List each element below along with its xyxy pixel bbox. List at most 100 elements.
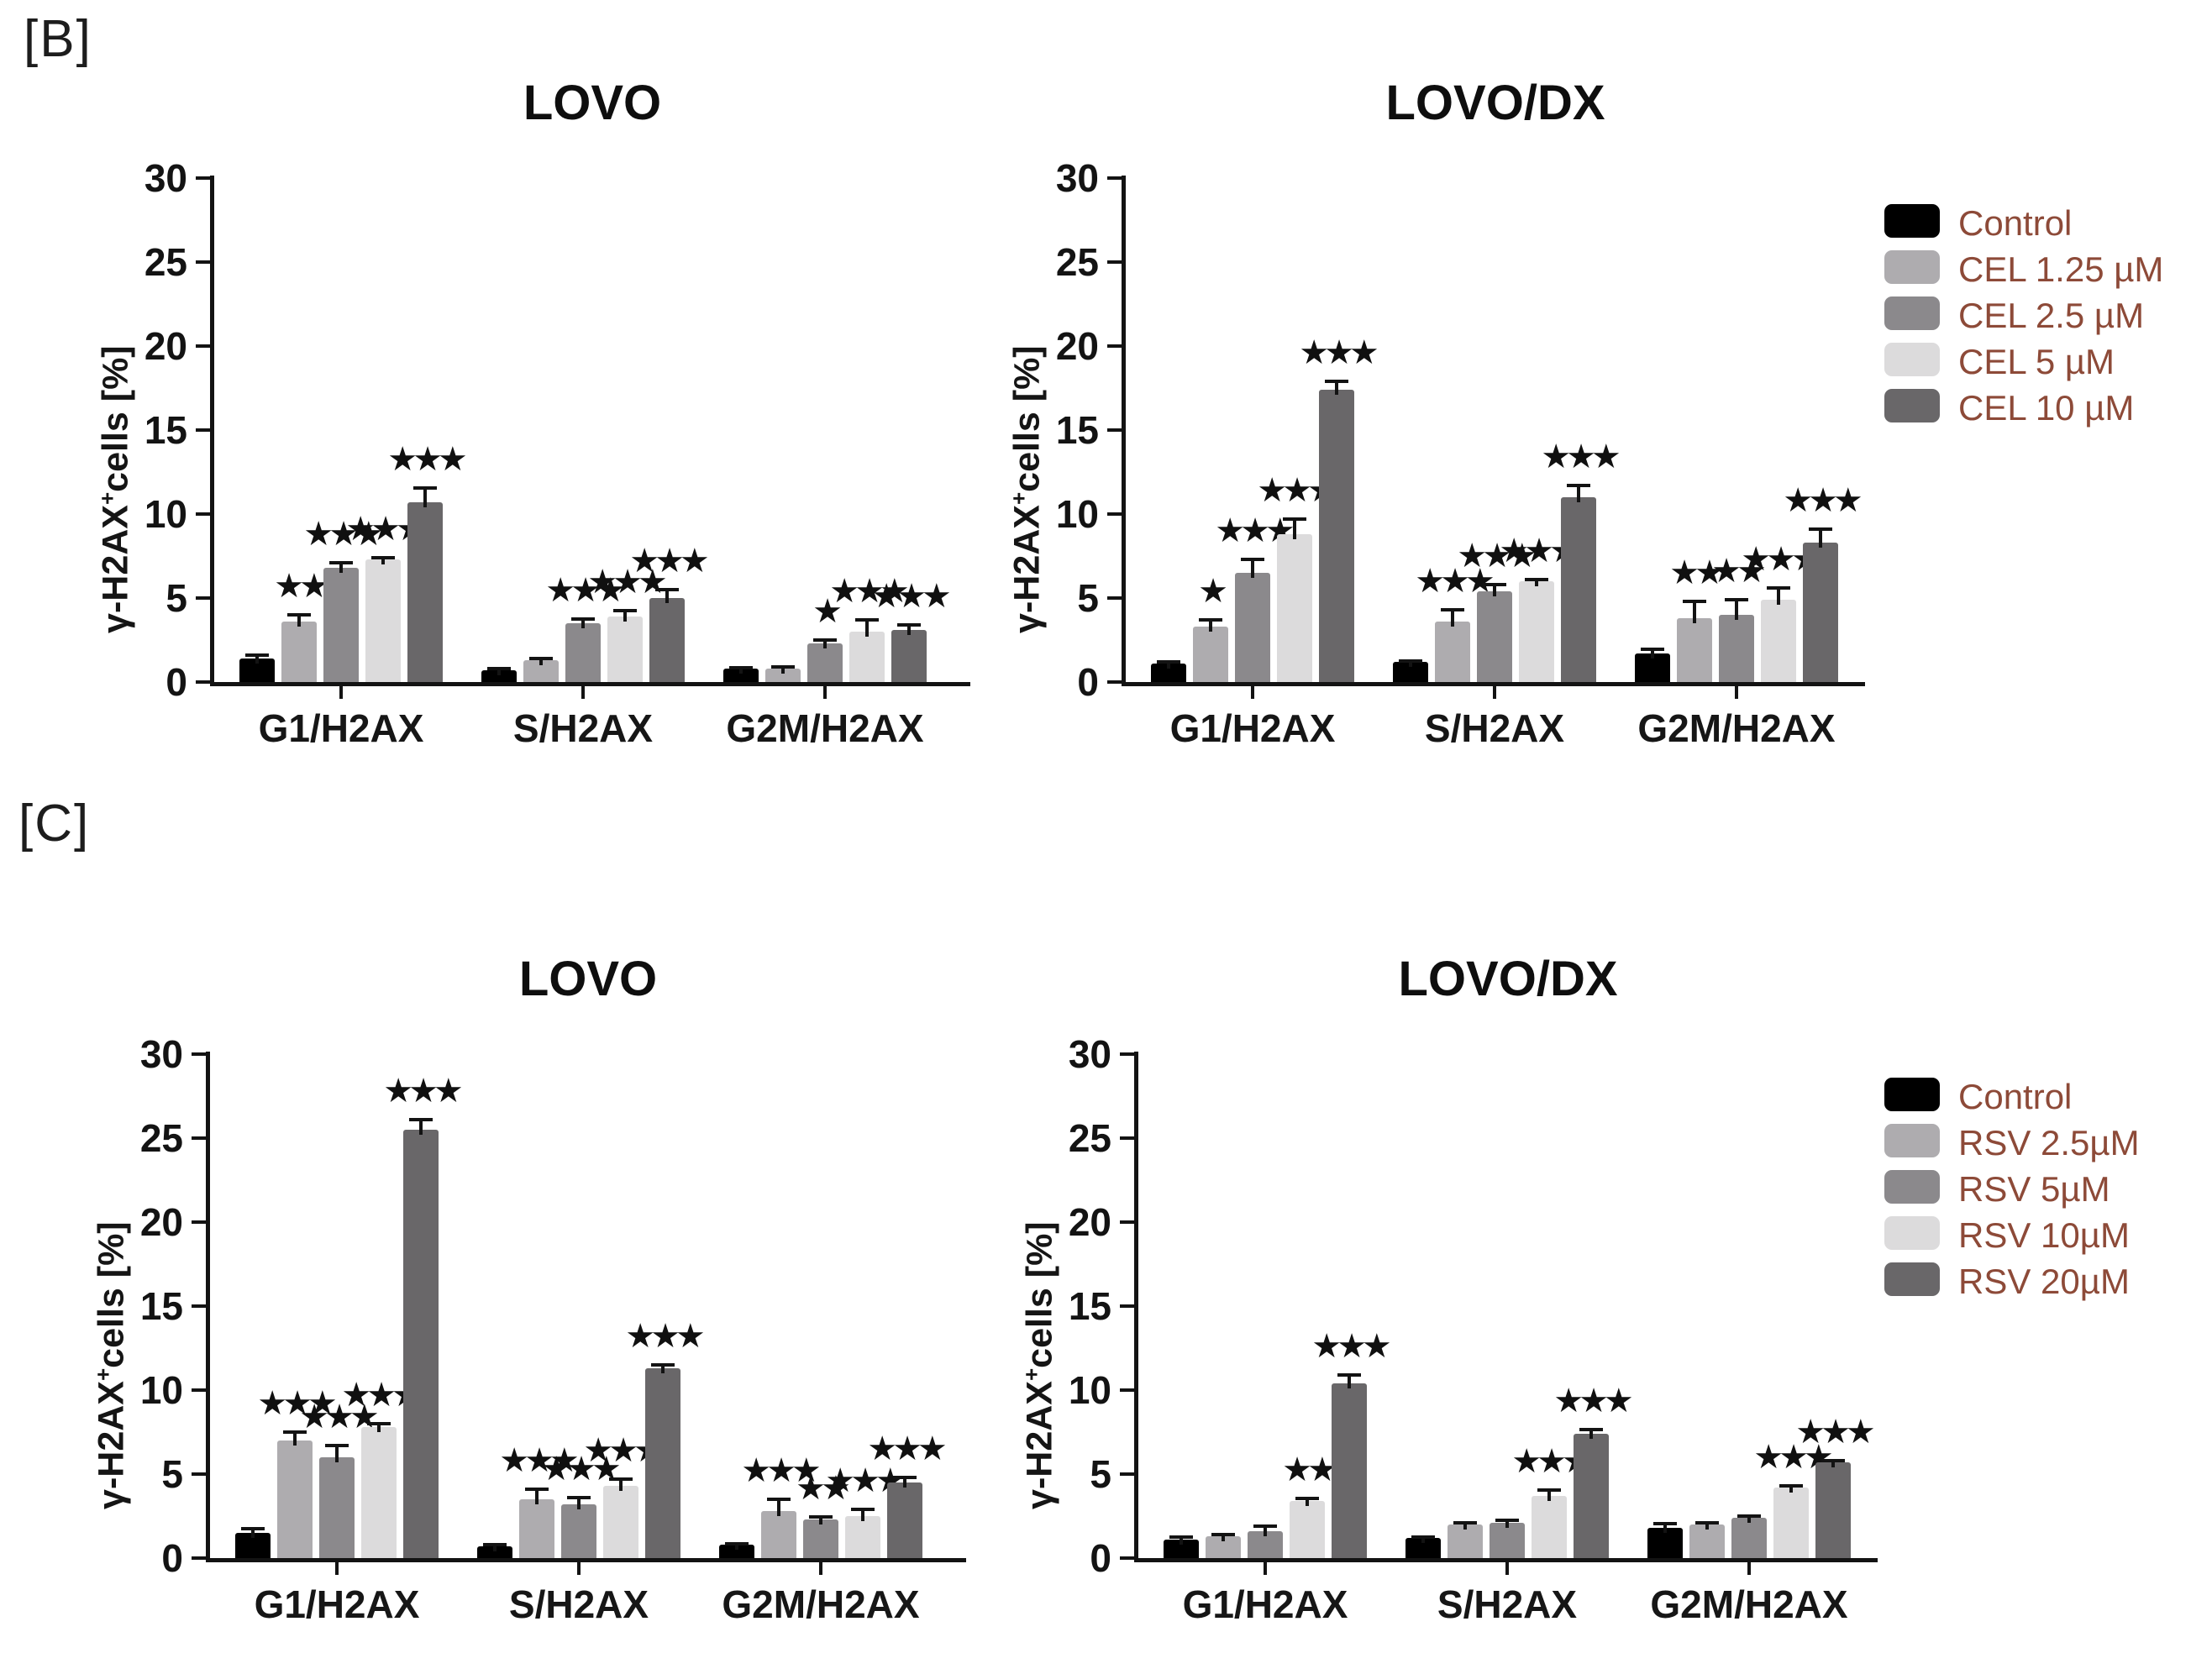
bar [1319,390,1354,682]
y-tick-mark [1120,1052,1134,1056]
chart-title: LOVO/DX [1385,76,1605,130]
bar [803,1519,838,1558]
error-bar-cap [771,665,795,669]
error-bar-stem [581,619,585,628]
legend-swatch [1884,296,1940,330]
error-bar-cap [1325,380,1348,383]
x-tick-mark [1747,1562,1751,1575]
error-bar-stem [823,640,827,648]
legend-swatch [1884,1124,1940,1157]
legend-swatch [1884,1078,1940,1111]
error-bar-cap [729,665,753,669]
error-bar-cap [1399,659,1422,663]
error-bar-stem [497,669,501,675]
error-bar-cap [809,1515,833,1519]
category-label: S/H2AX [1424,706,1565,750]
error-bar-stem [739,667,743,674]
x-tick-mark [1251,686,1254,699]
y-tick-label: 30 [144,156,187,200]
error-bar-cap [1199,618,1222,622]
y-tick-mark [1107,176,1122,180]
significance-stars: ★★★ [387,441,468,478]
bar [1647,1528,1683,1558]
error-bar-stem [419,1120,423,1135]
legend-label: RSV 20µM [1958,1262,2130,1301]
bar [1151,664,1186,682]
error-bar-stem [1777,588,1780,605]
category-label: G2M/H2AX [726,706,924,750]
y-tick-mark [192,1136,206,1140]
error-bar-stem [1167,661,1170,669]
significance-stars: ★★ [796,1470,851,1507]
error-bar-stem [1505,1520,1509,1528]
category-label: G1/H2AX [254,1582,420,1626]
bar [277,1440,313,1558]
bar [761,1511,796,1558]
significance-stars: ★★★ [1553,1383,1634,1419]
x-axis [1122,682,1865,686]
error-bar-stem [865,620,869,637]
error-bar-stem [1651,649,1654,659]
bar [1290,1501,1325,1558]
y-tick-label: 20 [139,1200,183,1244]
error-bar-cap [325,1444,349,1447]
y-tick-mark [192,1052,206,1056]
category-label: G2M/H2AX [1637,706,1836,750]
bar [1332,1383,1367,1558]
error-bar-stem [251,1529,255,1538]
bar [407,502,443,682]
legend-label: RSV 5µM [1958,1169,2110,1209]
error-bar-cap [1157,659,1180,664]
error-bar-stem [1789,1486,1793,1493]
y-tick-label: 10 [139,1368,183,1412]
error-bar-stem [1348,1375,1351,1388]
bar [365,559,401,682]
error-bar-stem [1293,519,1296,539]
error-bar-cap [1337,1373,1361,1377]
error-bar-stem [819,1517,822,1524]
error-bar-stem [377,1424,381,1432]
error-bar-stem [903,1477,906,1488]
error-bar-stem [423,488,427,507]
bar [1731,1518,1767,1558]
significance-stars: ★★★ [1783,482,1863,519]
error-bar-cap [283,1430,307,1434]
error-bar-cap [487,667,511,671]
significance-stars: ★★★ [541,1451,622,1488]
error-bar-cap [767,1498,791,1501]
y-tick-label: 15 [139,1284,183,1328]
error-bar-stem [665,590,669,603]
y-tick-label: 0 [166,660,187,704]
error-bar-cap [529,657,553,660]
y-axis [210,176,214,686]
bar [1574,1434,1609,1558]
y-tick-mark [1120,1472,1134,1476]
x-tick-mark [335,1562,339,1575]
error-bar-stem [861,1509,864,1521]
error-bar-stem [1819,529,1822,548]
legend-swatch [1884,1216,1940,1250]
y-tick-mark [196,596,210,600]
error-bar-stem [781,667,785,674]
legend-label: RSV 10µM [1958,1215,2130,1255]
legend-swatch [1884,204,1940,238]
y-tick-label: 10 [144,492,187,536]
y-tick-mark [196,512,210,516]
y-tick-label: 20 [1055,324,1099,368]
bar [1803,543,1838,682]
y-tick-label: 5 [1090,1452,1111,1496]
y-tick-mark [1120,1556,1134,1560]
error-bar-cap [241,1527,265,1530]
bar [1719,615,1754,682]
bar [1815,1462,1851,1558]
y-tick-label: 30 [139,1032,183,1076]
error-bar-stem [1180,1537,1183,1545]
error-bar-cap [897,623,921,627]
error-bar-cap [1283,517,1306,521]
significance-stars: ★★★ [1541,438,1621,475]
error-bar-stem [577,1498,581,1509]
error-bar-stem [1306,1498,1309,1506]
significance-stars: ★★★ [587,564,668,601]
